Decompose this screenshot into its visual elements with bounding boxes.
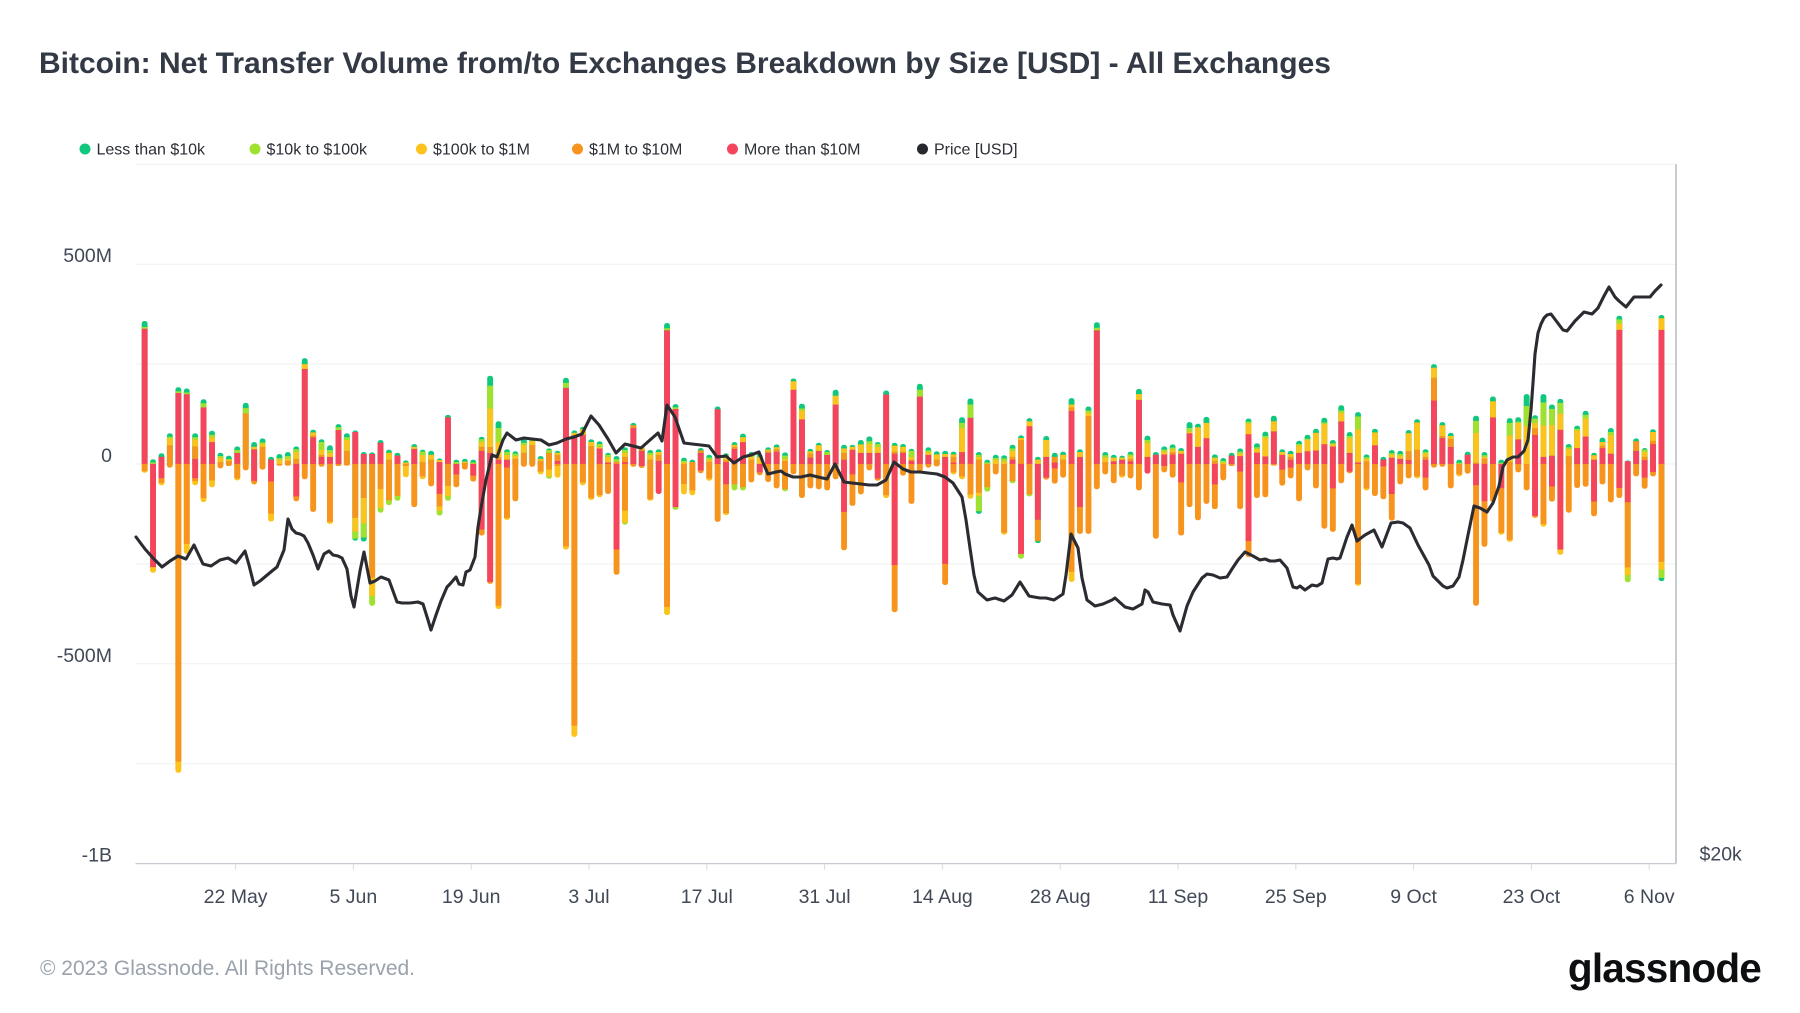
svg-text:22 May: 22 May [204,886,268,908]
svg-text:$100k to $1M: $100k to $1M [433,142,530,159]
svg-text:25 Sep: 25 Sep [1265,886,1327,908]
svg-text:-500M: -500M [57,645,112,667]
svg-text:9 Oct: 9 Oct [1390,886,1437,908]
svg-text:0: 0 [101,445,112,467]
svg-text:Bitcoin: Net Transfer Volume f: Bitcoin: Net Transfer Volume from/to Exc… [39,47,1331,80]
svg-text:31 Jul: 31 Jul [799,886,851,908]
svg-text:-1B: -1B [82,845,112,867]
svg-text:11 Sep: 11 Sep [1148,886,1209,908]
svg-text:17 Jul: 17 Jul [681,886,733,908]
svg-text:More than $10M: More than $10M [744,142,861,159]
svg-text:3 Jul: 3 Jul [568,886,609,908]
svg-text:28 Aug: 28 Aug [1030,886,1091,908]
svg-text:5 Jun: 5 Jun [330,886,378,908]
svg-text:19 Jun: 19 Jun [442,886,501,908]
svg-text:glassnode: glassnode [1568,945,1761,991]
svg-text:$1M to $10M: $1M to $10M [589,142,682,159]
svg-text:Less than $10k: Less than $10k [97,142,207,159]
svg-text:$20k: $20k [1700,844,1743,866]
svg-text:Price [USD]: Price [USD] [934,142,1018,159]
svg-text:14 Aug: 14 Aug [912,886,973,908]
svg-text:23 Oct: 23 Oct [1503,886,1561,908]
svg-text:6 Nov: 6 Nov [1624,886,1675,908]
svg-text:500M: 500M [63,245,112,267]
svg-text:© 2023 Glassnode. All Rights R: © 2023 Glassnode. All Rights Reserved. [40,957,415,980]
svg-text:$10k to $100k: $10k to $100k [267,142,369,159]
